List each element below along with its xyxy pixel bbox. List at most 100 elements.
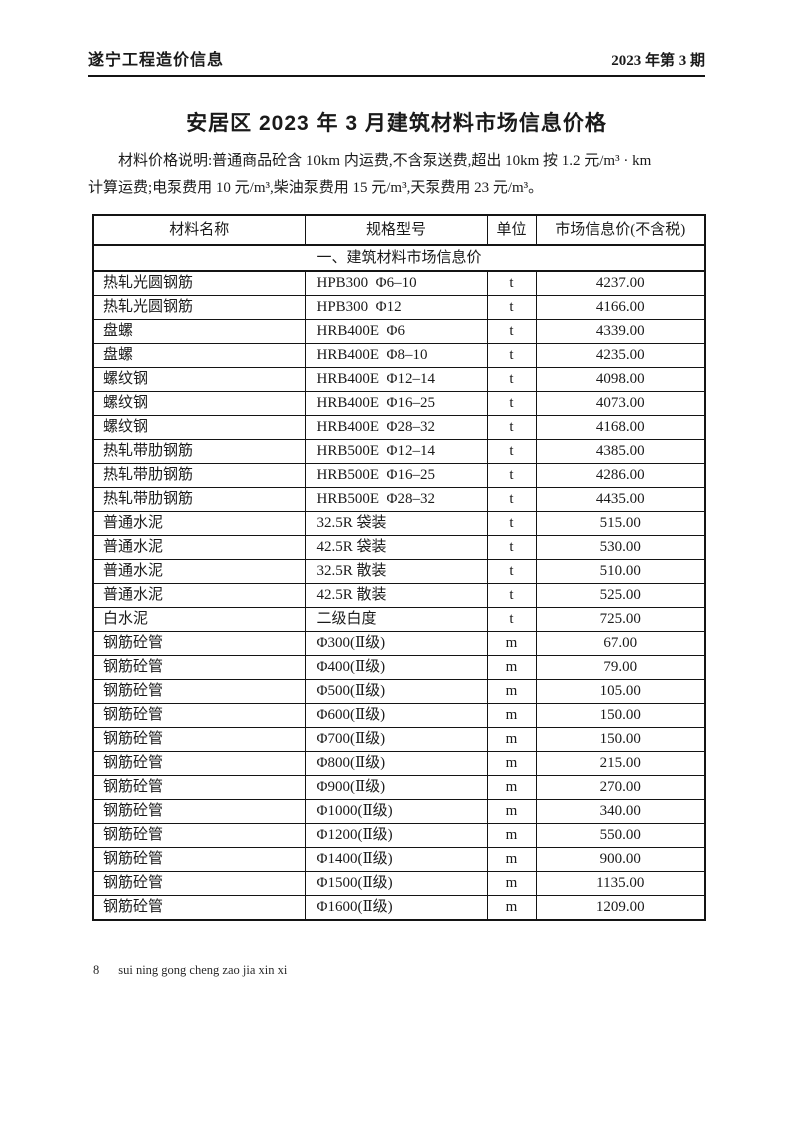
price-cell: 4166.00 xyxy=(535,294,706,320)
spec-cell: Φ400(Ⅱ级) xyxy=(304,654,488,680)
material-name-cell: 热轧带肋钢筋 xyxy=(92,486,306,512)
unit-cell: t xyxy=(486,558,537,584)
spec-cell: Φ1400(Ⅱ级) xyxy=(304,846,488,872)
price-cell: 530.00 xyxy=(535,534,706,560)
price-cell: 79.00 xyxy=(535,654,706,680)
unit-cell: t xyxy=(486,366,537,392)
price-cell: 4435.00 xyxy=(535,486,706,512)
table-row: 钢筋砼管 Φ700(Ⅱ级) m 150.00 xyxy=(92,726,706,752)
spec-cell: Φ500(Ⅱ级) xyxy=(304,678,488,704)
header-unit: 单位 xyxy=(486,214,537,246)
material-name-cell: 盘螺 xyxy=(92,318,306,344)
section-title: 一、建筑材料市场信息价 xyxy=(92,244,706,272)
material-name-cell: 钢筋砼管 xyxy=(92,774,306,800)
spec-cell: HRB400E Φ12–14 xyxy=(304,366,488,392)
material-name-cell: 螺纹钢 xyxy=(92,414,306,440)
table-row: 钢筋砼管 Φ1400(Ⅱ级) m 900.00 xyxy=(92,846,706,872)
unit-cell: t xyxy=(486,486,537,512)
price-cell: 4073.00 xyxy=(535,390,706,416)
spec-cell: 32.5R 散装 xyxy=(304,558,488,584)
page-footer: 8 sui ning gong cheng zao jia xin xi xyxy=(93,963,705,978)
material-name-cell: 普通水泥 xyxy=(92,582,306,608)
price-cell: 150.00 xyxy=(535,702,706,728)
spec-cell: HRB400E Φ8–10 xyxy=(304,342,488,368)
material-name-cell: 钢筋砼管 xyxy=(92,750,306,776)
unit-cell: m xyxy=(486,654,537,680)
spec-cell: Φ800(Ⅱ级) xyxy=(304,750,488,776)
spec-cell: 32.5R 袋装 xyxy=(304,510,488,536)
unit-cell: m xyxy=(486,678,537,704)
price-cell: 215.00 xyxy=(535,750,706,776)
material-name-cell: 盘螺 xyxy=(92,342,306,368)
price-cell: 1209.00 xyxy=(535,894,706,921)
spec-cell: 42.5R 袋装 xyxy=(304,534,488,560)
price-cell: 510.00 xyxy=(535,558,706,584)
unit-cell: t xyxy=(486,270,537,296)
spec-cell: Φ1200(Ⅱ级) xyxy=(304,822,488,848)
price-cell: 340.00 xyxy=(535,798,706,824)
table-row: 热轧带肋钢筋 HRB500E Φ28–32 t 4435.00 xyxy=(92,486,706,512)
footer-text: sui ning gong cheng zao jia xin xi xyxy=(118,962,288,977)
table-row: 钢筋砼管 Φ300(Ⅱ级) m 67.00 xyxy=(92,630,706,656)
unit-cell: t xyxy=(486,462,537,488)
spec-cell: HPB300 Φ6–10 xyxy=(304,270,488,296)
price-cell: 525.00 xyxy=(535,582,706,608)
spec-cell: HRB400E Φ6 xyxy=(304,318,488,344)
table-row: 普通水泥 32.5R 袋装 t 515.00 xyxy=(92,510,706,536)
material-name-cell: 普通水泥 xyxy=(92,510,306,536)
header-material-name: 材料名称 xyxy=(92,214,306,246)
page-title: 安居区 2023 年 3 月建筑材料市场信息价格 xyxy=(186,112,607,135)
unit-cell: m xyxy=(486,798,537,824)
price-cell: 67.00 xyxy=(535,630,706,656)
price-cell: 4286.00 xyxy=(535,462,706,488)
spec-cell: Φ1000(Ⅱ级) xyxy=(304,798,488,824)
spec-cell: HRB500E Φ16–25 xyxy=(304,462,488,488)
masthead: 遂宁工程造价信息 2023 年第 3 期 xyxy=(88,46,705,77)
material-name-cell: 普通水泥 xyxy=(92,534,306,560)
price-cell: 4235.00 xyxy=(535,342,706,368)
spec-cell: HRB500E Φ12–14 xyxy=(304,438,488,464)
spec-cell: Φ300(Ⅱ级) xyxy=(304,630,488,656)
unit-cell: t xyxy=(486,318,537,344)
table-row: 钢筋砼管 Φ600(Ⅱ级) m 150.00 xyxy=(92,702,706,728)
issue-label: 2023 年第 3 期 xyxy=(611,53,705,69)
table-row: 热轧带肋钢筋 HRB500E Φ16–25 t 4286.00 xyxy=(92,462,706,488)
table-row: 钢筋砼管 Φ500(Ⅱ级) m 105.00 xyxy=(92,678,706,704)
unit-cell: m xyxy=(486,894,537,921)
table-row: 钢筋砼管 Φ800(Ⅱ级) m 215.00 xyxy=(92,750,706,776)
price-table: 材料名称 规格型号 单位 市场信息价(不含税) 一、建筑材料市场信息价 热轧光圆… xyxy=(92,213,706,921)
table-row: 普通水泥 42.5R 袋装 t 530.00 xyxy=(92,534,706,560)
spec-cell: HRB400E Φ16–25 xyxy=(304,390,488,416)
material-name-cell: 普通水泥 xyxy=(92,558,306,584)
price-cell: 550.00 xyxy=(535,822,706,848)
page-number: 8 xyxy=(93,962,100,977)
table-row: 钢筋砼管 Φ400(Ⅱ级) m 79.00 xyxy=(92,654,706,680)
price-cell: 270.00 xyxy=(535,774,706,800)
spec-cell: HRB400E Φ28–32 xyxy=(304,414,488,440)
material-name-cell: 钢筋砼管 xyxy=(92,630,306,656)
spec-cell: HPB300 Φ12 xyxy=(304,294,488,320)
material-name-cell: 热轧带肋钢筋 xyxy=(92,462,306,488)
spec-cell: Φ600(Ⅱ级) xyxy=(304,702,488,728)
spec-cell: Φ900(Ⅱ级) xyxy=(304,774,488,800)
price-cell: 4098.00 xyxy=(535,366,706,392)
table-row: 螺纹钢 HRB400E Φ16–25 t 4073.00 xyxy=(92,390,706,416)
table-row: 钢筋砼管 Φ1000(Ⅱ级) m 340.00 xyxy=(92,798,706,824)
table-row: 普通水泥 32.5R 散装 t 510.00 xyxy=(92,558,706,584)
price-cell: 1135.00 xyxy=(535,870,706,896)
table-row: 白水泥 二级白度 t 725.00 xyxy=(92,606,706,632)
unit-cell: t xyxy=(486,606,537,632)
price-cell: 725.00 xyxy=(535,606,706,632)
table-row: 热轧光圆钢筋 HPB300 Φ6–10 t 4237.00 xyxy=(92,270,706,296)
unit-cell: m xyxy=(486,822,537,848)
journal-title: 遂宁工程造价信息 xyxy=(88,52,225,69)
table-row: 热轧光圆钢筋 HPB300 Φ12 t 4166.00 xyxy=(92,294,706,320)
spec-cell: 42.5R 散装 xyxy=(304,582,488,608)
table-row: 螺纹钢 HRB400E Φ12–14 t 4098.00 xyxy=(92,366,706,392)
table-header-row: 材料名称 规格型号 单位 市场信息价(不含税) xyxy=(92,214,706,246)
price-cell: 4168.00 xyxy=(535,414,706,440)
material-name-cell: 螺纹钢 xyxy=(92,390,306,416)
price-cell: 105.00 xyxy=(535,678,706,704)
table-row: 盘螺 HRB400E Φ8–10 t 4235.00 xyxy=(92,342,706,368)
